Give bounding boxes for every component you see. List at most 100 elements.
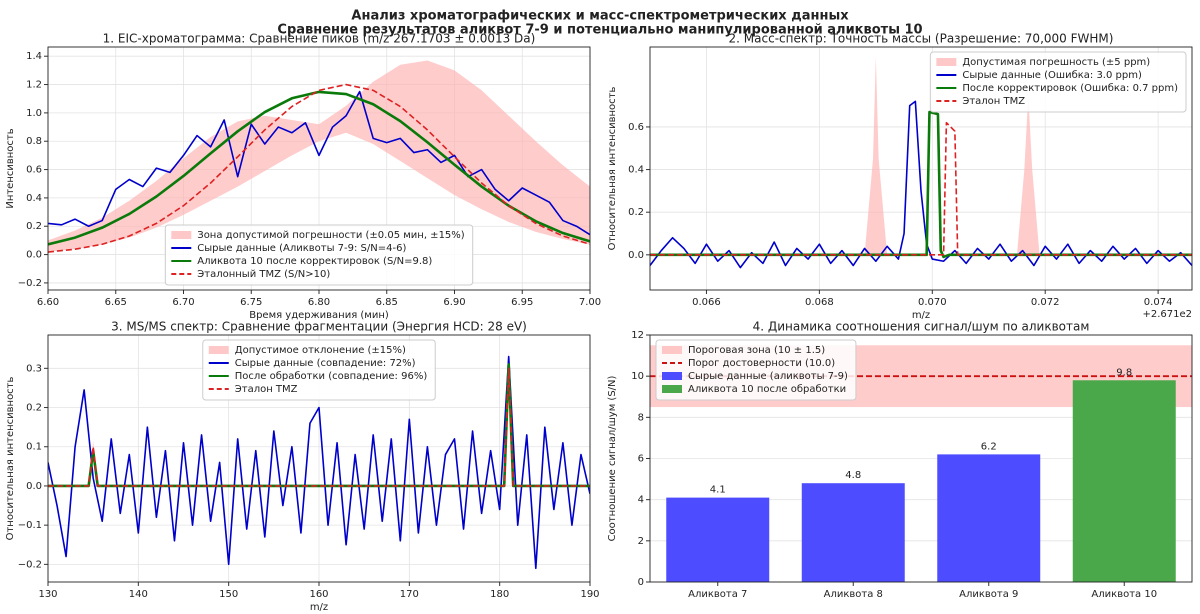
legend-swatch [936, 58, 957, 66]
figure-title: Анализ хроматографических и масс-спектро… [351, 9, 849, 24]
x-tick-label: 7.00 [579, 297, 601, 308]
x-tick-label: 6.90 [443, 297, 465, 308]
y-axis-label: Соотношение сигнал/шум (S/N) [607, 375, 618, 541]
x-tick-label: 0.070 [918, 297, 947, 308]
data-line [48, 90, 590, 236]
legend-label: После обработки (совпадение: 96%) [235, 371, 428, 382]
y-tick-label: 0.0 [26, 250, 42, 261]
x-tick-label: Аликвота 8 [824, 589, 883, 600]
bar-value-label: 4.1 [710, 485, 726, 496]
y-tick-label: 8 [638, 412, 644, 423]
bar-value-label: 9.8 [1116, 367, 1132, 378]
bar-value-label: 4.8 [845, 470, 861, 481]
x-tick-label: 0.072 [1031, 297, 1060, 308]
x-tick-label: 6.65 [105, 297, 127, 308]
legend: Зона допустимой погрешности (±0.05 мин, … [164, 224, 474, 286]
chart-title: 2. Масс-спектр: Точность массы (Разрешен… [729, 32, 1114, 46]
bar [666, 497, 770, 582]
y-axis-label: Относительная интенсивность [607, 87, 618, 251]
y-tick-label: 0.2 [628, 207, 644, 218]
bar [1072, 380, 1176, 582]
legend: Допустимое отклонение (±15%) Сырые данные… [202, 339, 436, 401]
y-tick-label: 0.0 [26, 481, 42, 492]
chart-title: 4. Динамика соотношения сигнал/шум по ал… [753, 320, 1090, 334]
x-axis-label: m/z [310, 602, 328, 613]
y-tick-label: 12 [631, 330, 644, 341]
y-tick-label: 0.3 [26, 363, 42, 374]
data-line [48, 83, 590, 253]
legend-label: Аликвота 10 после корректировок (S/N=9.8… [197, 256, 432, 267]
data-line [48, 367, 590, 487]
data-line [48, 355, 590, 570]
x-axis-label: Время удерживания (мин) [249, 310, 389, 321]
plot-series [48, 60, 590, 253]
x-tick-label: 0.066 [692, 297, 721, 308]
bar-value-label: 6.2 [981, 441, 997, 452]
y-tick-label: 2 [638, 536, 644, 547]
tolerance-band [48, 60, 590, 252]
x-tick-label: 130 [38, 589, 57, 600]
y-tick-label: 0.2 [26, 403, 42, 414]
y-tick-label: −0.1 [18, 520, 42, 531]
y-tick-label: 10 [631, 371, 644, 382]
x-tick-label: 180 [490, 589, 509, 600]
legend-swatch [662, 372, 682, 380]
legend-label: Эталон TMZ [962, 96, 1025, 107]
legend-label: Пороговая зона (10 ± 1.5) [688, 345, 825, 356]
chart-title: 1. EIC-хроматограмма: Сравнение пиков (m… [103, 32, 536, 46]
plot-frame [47, 46, 591, 291]
chart-title: 3. MS/MS спектр: Сравнение фрагментации … [111, 320, 527, 334]
legend-label: Допустимая погрешность (±5 ppm) [962, 57, 1150, 68]
data-line [650, 121, 1192, 256]
x-tick-label: 160 [309, 589, 328, 600]
y-tick-label: 1.2 [26, 80, 42, 91]
legend-swatch [662, 346, 682, 354]
x-offset-label: +2.671e2 [1142, 309, 1192, 320]
y-tick-label: 0 [638, 577, 644, 588]
legend-label: Эталон TMZ [235, 384, 298, 395]
legend-swatch [208, 346, 229, 354]
legend-label: Порог достоверности (10.0) [688, 358, 835, 369]
y-axis-label: Относительная интенсивность [5, 377, 16, 541]
x-tick-label: Аликвота 9 [959, 589, 1018, 600]
legend-label: Сырые данные (совпадение: 72%) [235, 358, 416, 369]
x-tick-label: 170 [400, 589, 419, 600]
y-tick-label: 0.4 [628, 165, 644, 176]
x-tick-label: Аликвота 7 [688, 589, 747, 600]
legend-box [655, 339, 857, 401]
legend-box [929, 51, 1187, 113]
x-tick-label: 140 [129, 589, 148, 600]
legend-label: Сырые данные (Ошибка: 3.0 ppm) [962, 70, 1142, 81]
x-axis-label: m/z [912, 310, 930, 321]
plot-frame [649, 334, 1193, 583]
y-tick-label: 0.2 [26, 221, 42, 232]
x-tick-label: 0.074 [1144, 297, 1173, 308]
x-tick-label: 6.75 [240, 297, 262, 308]
y-axis-label: Интенсивность [5, 128, 16, 208]
legend-swatch [171, 231, 192, 239]
plot-frame [649, 46, 1193, 291]
y-tick-label: 0.0 [628, 250, 644, 261]
bar [801, 483, 905, 582]
x-tick-label: 190 [580, 589, 599, 600]
x-tick-label: 6.60 [37, 297, 59, 308]
y-tick-label: 0.6 [628, 122, 644, 133]
data-line [650, 110, 1192, 259]
y-tick-label: −0.2 [18, 278, 42, 289]
legend-label: Эталонный TMZ (S/N>10) [197, 269, 330, 280]
x-tick-label: Аликвота 10 [1091, 589, 1157, 600]
x-tick-label: 6.95 [511, 297, 533, 308]
legend: Пороговая зона (10 ± 1.5) Порог достоверн… [655, 339, 857, 401]
y-tick-label: 0.6 [26, 165, 42, 176]
legend-box [202, 339, 436, 401]
figure-subtitle: Сравнение результатов аликвот 7-9 и поте… [277, 23, 922, 38]
x-tick-label: 0.068 [805, 297, 834, 308]
bar [937, 454, 1041, 582]
legend-swatch [662, 385, 682, 393]
plot-frame [47, 334, 591, 583]
x-tick-label: 6.70 [172, 297, 194, 308]
y-tick-label: 0.4 [26, 193, 42, 204]
x-tick-label: 150 [219, 589, 238, 600]
legend-label: Зона допустимой погрешности (±0.05 мин, … [197, 230, 465, 241]
